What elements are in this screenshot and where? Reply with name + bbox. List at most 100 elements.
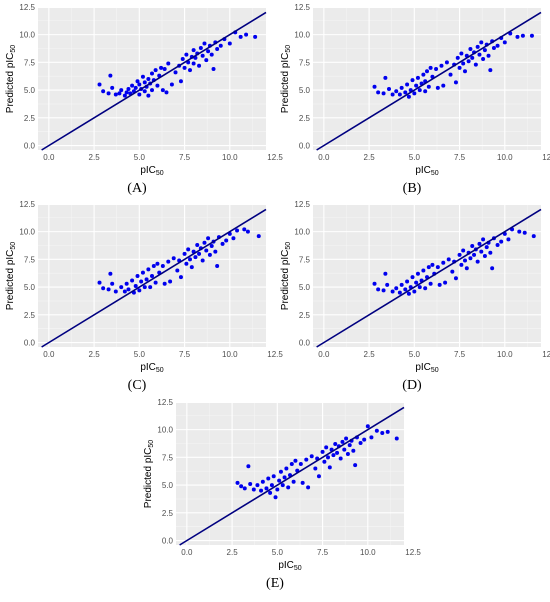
- data-point: [486, 53, 491, 58]
- data-point: [327, 465, 332, 470]
- data-point: [477, 241, 482, 246]
- data-point: [502, 40, 507, 45]
- data-point: [101, 89, 106, 94]
- x-tick-label: 0.0: [181, 548, 193, 557]
- data-point: [251, 487, 256, 492]
- data-point: [415, 75, 420, 80]
- data-point: [255, 483, 260, 488]
- data-point: [206, 49, 211, 54]
- y-tick-label: 5.0: [162, 481, 174, 490]
- data-point: [374, 428, 379, 433]
- data-point: [394, 89, 399, 94]
- data-point: [256, 234, 261, 239]
- data-point: [150, 274, 154, 278]
- data-point: [160, 264, 165, 269]
- data-point: [291, 479, 296, 484]
- data-point: [135, 79, 140, 84]
- data-point: [133, 283, 138, 288]
- data-point: [110, 281, 115, 286]
- data-point: [362, 437, 367, 442]
- data-point: [238, 34, 243, 39]
- x-tick-label: 2.5: [227, 548, 239, 557]
- data-point: [148, 285, 153, 290]
- x-tick-label: 10.0: [497, 350, 513, 359]
- x-tick-label: 5.0: [134, 350, 146, 359]
- y-tick-label: 7.5: [299, 255, 311, 264]
- data-point: [358, 440, 363, 445]
- data-point: [198, 45, 203, 50]
- y-tick-label: 7.5: [24, 255, 36, 264]
- data-point: [113, 92, 118, 97]
- scatter-plot-a: 0.0 2.5 5.0 7.5 10.0 12.5 0.0 2.5 5.0 7.5 10.0 12.5…: [5, 3, 283, 177]
- data-point: [430, 262, 435, 267]
- data-point: [264, 486, 269, 491]
- data-point: [529, 33, 534, 38]
- x-tick-label: 10.0: [222, 350, 238, 359]
- data-point: [235, 480, 240, 485]
- data-point: [300, 480, 305, 485]
- data-point: [450, 269, 455, 274]
- data-point: [473, 62, 478, 67]
- y-tick-label: 12.5: [19, 3, 35, 12]
- data-point: [146, 93, 151, 98]
- y-tick-label: 7.5: [299, 58, 311, 67]
- data-point: [441, 83, 446, 88]
- data-point: [491, 45, 496, 50]
- data-point: [490, 266, 495, 271]
- y-tick-label: 2.5: [299, 311, 311, 320]
- data-point: [425, 69, 429, 74]
- data-point: [463, 69, 467, 74]
- data-point: [397, 290, 402, 295]
- data-point: [200, 53, 205, 58]
- data-point: [235, 228, 240, 233]
- panel-e: 0.0 2.5 5.0 7.5 10.0 12.5 0.0 2.5 5.0 7.5 10.0 12.5…: [138, 395, 421, 595]
- data-point: [113, 289, 118, 294]
- panel-c: 0.0 2.5 5.0 7.5 10.0 12.5 0.0 2.5 5.0 7.5 10.0 12.5…: [0, 197, 283, 397]
- data-point: [482, 48, 487, 53]
- data-point: [213, 249, 218, 254]
- data-point: [435, 85, 440, 90]
- data-point: [482, 254, 487, 259]
- data-point: [435, 265, 440, 270]
- y-tick-label: 12.5: [157, 398, 173, 407]
- y-tick-label: 0.0: [24, 339, 36, 348]
- x-tick-label: 7.5: [179, 350, 191, 359]
- data-point: [475, 259, 480, 264]
- data-point: [108, 271, 113, 276]
- x-axis-label: pIC50: [278, 560, 301, 572]
- data-point: [269, 483, 274, 488]
- data-point: [463, 258, 467, 263]
- data-point: [215, 264, 220, 269]
- data-point: [324, 445, 329, 450]
- y-tick-label: 2.5: [162, 509, 174, 518]
- x-tick-label: 0.0: [318, 153, 330, 162]
- data-point: [224, 238, 229, 243]
- data-point: [268, 490, 273, 495]
- data-point: [335, 450, 340, 455]
- data-point: [385, 282, 390, 287]
- data-point: [347, 443, 352, 448]
- data-point: [326, 455, 330, 460]
- plot-background: [313, 8, 541, 150]
- data-point: [455, 55, 460, 60]
- data-point: [139, 279, 144, 284]
- data-point: [365, 424, 370, 429]
- data-point: [342, 447, 347, 452]
- data-point: [394, 286, 399, 291]
- y-tick-label: 5.0: [299, 283, 311, 292]
- scatter-plot-b: 0.0 2.5 5.0 7.5 10.0 12.5 0.0 2.5 5.0 7.5 10.0 12.5…: [280, 3, 550, 177]
- y-tick-label: 5.0: [24, 283, 36, 292]
- data-point: [320, 449, 325, 454]
- data-point: [421, 72, 426, 77]
- data-point: [381, 288, 386, 293]
- data-point: [110, 85, 115, 90]
- x-tick-label: 12.5: [267, 350, 283, 359]
- y-tick-label: 2.5: [24, 311, 36, 320]
- x-axis-label: pIC50: [140, 165, 163, 177]
- y-tick-label: 12.5: [294, 200, 310, 209]
- data-point: [380, 430, 385, 435]
- data-point: [345, 452, 350, 457]
- data-point: [171, 256, 176, 261]
- x-tick-label: 7.5: [179, 153, 191, 162]
- data-point: [446, 257, 451, 262]
